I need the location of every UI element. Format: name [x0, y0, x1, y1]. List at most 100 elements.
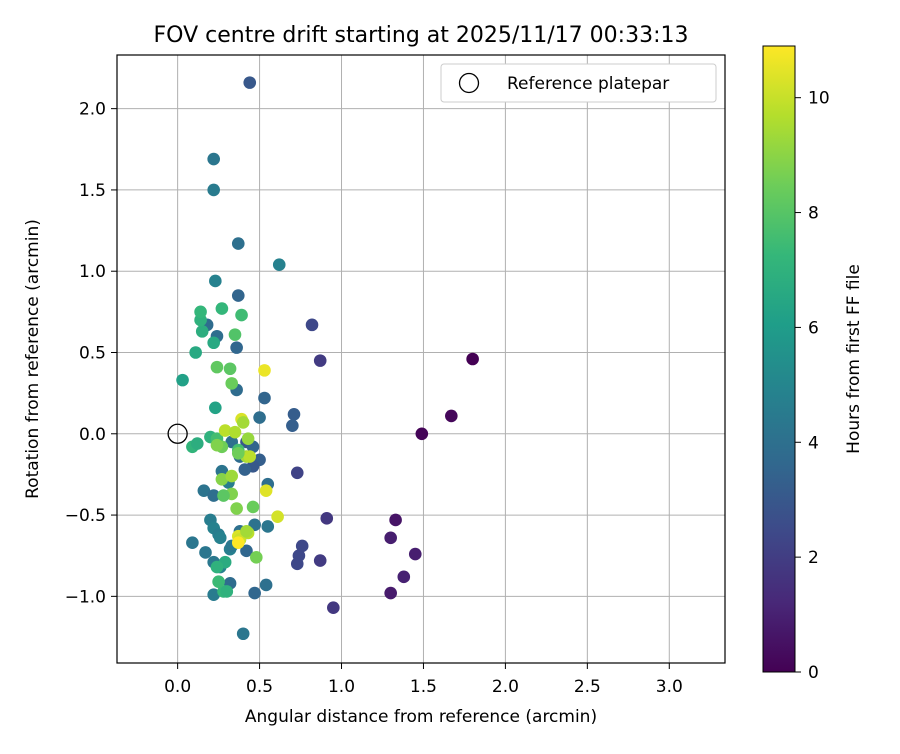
colorbar-tick-label: 0 — [808, 663, 819, 683]
y-tick-label: −0.5 — [65, 506, 106, 526]
data-point — [290, 466, 304, 480]
data-point — [225, 469, 239, 483]
data-point — [384, 586, 397, 600]
grid — [117, 55, 725, 663]
data-point — [195, 325, 209, 338]
data-point — [261, 520, 275, 533]
data-point — [207, 588, 220, 602]
data-point — [248, 586, 261, 600]
data-point — [238, 463, 252, 476]
data-point — [191, 437, 204, 450]
y-tick-label: 0.5 — [79, 343, 106, 363]
y-tick-label: 2.0 — [79, 100, 106, 120]
x-tick-label: 1.5 — [410, 677, 437, 697]
legend-box — [440, 63, 717, 103]
colorbar-tick-label: 10 — [808, 89, 830, 109]
data-point — [223, 362, 237, 376]
x-tick-label: 2.5 — [574, 677, 601, 697]
data-point — [207, 183, 220, 197]
data-point — [397, 570, 411, 584]
data-point — [240, 525, 253, 538]
data-point — [445, 409, 458, 423]
legend: Reference platepar — [440, 63, 717, 103]
data-point — [215, 302, 229, 315]
reference-point-marker — [167, 423, 188, 444]
legend-label: Reference platepar — [507, 74, 669, 94]
data-point — [186, 536, 199, 550]
data-point — [313, 554, 327, 567]
data-point — [213, 531, 227, 545]
plot-frame — [116, 54, 726, 664]
data-point — [199, 546, 212, 559]
x-tick-label: 3.0 — [656, 677, 683, 697]
data-point — [243, 76, 257, 89]
data-point — [207, 489, 220, 502]
data-point — [230, 341, 243, 354]
data-point — [287, 407, 301, 421]
y-tick-label: 1.0 — [79, 262, 106, 282]
data-point — [225, 377, 239, 390]
data-point — [228, 328, 242, 341]
reference-marker-layer — [167, 423, 188, 444]
data-point — [230, 502, 243, 515]
data-point — [240, 544, 253, 558]
data-point — [217, 489, 230, 502]
colorbar-tick-label: 2 — [808, 548, 819, 568]
data-point — [231, 289, 245, 302]
data-point — [389, 513, 402, 527]
data-point — [231, 237, 245, 250]
data-point — [215, 472, 229, 486]
data-point — [259, 578, 273, 592]
data-point — [313, 354, 327, 367]
y-tick-label: 0.0 — [79, 425, 106, 445]
colorbar-label: Hours from first FF file — [844, 264, 864, 454]
data-point — [212, 575, 225, 589]
data-point — [220, 585, 234, 598]
y-tick-label: −1.0 — [65, 587, 106, 607]
data-point — [415, 427, 429, 441]
colorbar: 0 2 4 6 8 10 Hours from first FF file — [762, 45, 864, 683]
data-point — [235, 308, 248, 322]
data-point — [231, 536, 245, 550]
colorbar-gradient — [762, 45, 796, 673]
x-axis-ticks: 0.0 0.5 1.0 1.5 2.0 2.5 3.0 — [164, 663, 683, 697]
data-point — [295, 539, 309, 553]
x-tick-label: 2.0 — [492, 677, 519, 697]
data-point — [228, 425, 242, 439]
colorbar-ticks: 0 2 4 6 8 10 — [795, 89, 830, 683]
y-tick-label: 1.5 — [79, 181, 106, 201]
data-point — [243, 450, 257, 463]
data-point — [272, 258, 286, 272]
data-point — [327, 601, 340, 615]
x-tick-label: 1.0 — [328, 677, 355, 697]
data-point — [231, 446, 245, 460]
data-point — [466, 352, 479, 366]
data-point — [176, 373, 189, 387]
data-point — [218, 424, 232, 437]
data-point — [236, 627, 250, 641]
legend-marker-icon — [458, 72, 480, 94]
data-point — [197, 484, 211, 497]
data-points — [176, 76, 479, 641]
colorbar-tick-label: 4 — [808, 433, 819, 453]
y-axis-ticks: 2.0 1.5 1.0 0.5 0.0 −0.5 −1.0 — [65, 100, 117, 607]
data-point — [209, 401, 222, 415]
data-point — [258, 364, 271, 377]
data-point — [189, 346, 202, 359]
data-point — [210, 438, 224, 452]
data-point — [259, 484, 273, 497]
data-point — [194, 305, 207, 319]
data-point — [241, 432, 255, 445]
data-point — [209, 274, 222, 288]
x-tick-label: 0.0 — [164, 677, 191, 697]
colorbar-tick-label: 6 — [808, 318, 819, 338]
chart-title: FOV centre drift starting at 2025/11/17 … — [154, 23, 689, 48]
data-point — [253, 411, 266, 424]
data-point — [249, 551, 263, 564]
data-point — [384, 531, 397, 545]
data-point — [207, 152, 220, 166]
y-axis-label: Rotation from reference (arcmin) — [23, 219, 43, 499]
data-point — [286, 419, 299, 432]
